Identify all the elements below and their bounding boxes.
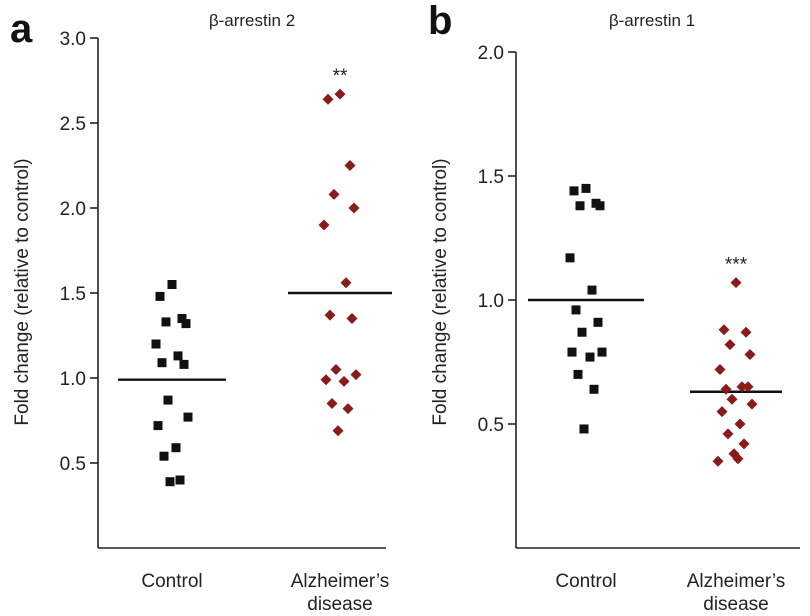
panel-b-point-control: [581, 183, 591, 193]
panel-b-point-alzheimers: [744, 349, 756, 361]
panel-b-point-control: [593, 317, 603, 327]
panel-a-point-control: [181, 319, 191, 329]
panel-b-point-alzheimers: [740, 326, 752, 338]
panel-b-letter: b: [428, 0, 452, 43]
panel-b-significance-label: ***: [725, 255, 748, 276]
panel-b-point-alzheimers: [712, 455, 724, 467]
panel-b-point-control: [575, 201, 585, 211]
panel-a-point-control: [167, 280, 177, 289]
panel-a-point-alzheimers: [346, 313, 358, 324]
panel-a-significance-label: **: [333, 66, 348, 87]
panel-a-letter: a: [10, 7, 33, 51]
panel-b-point-alzheimers: [716, 406, 728, 418]
panel-a-y-tick-label: 1.0: [60, 369, 86, 390]
panel-a-point-alzheimers: [348, 202, 360, 214]
panel-b-category-alzheimers-line2: disease: [703, 594, 769, 615]
panel-a-point-control: [159, 451, 169, 461]
panel-a-point-control: [163, 395, 173, 405]
panel-a-axes: 0.5 1.0 1.5 2.0 2.5 3.0: [60, 29, 386, 549]
panel-b-point-alzheimers: [742, 381, 754, 393]
panel-b-point-control: [589, 384, 599, 394]
panel-b-point-control: [585, 352, 595, 362]
panel-a-point-control: [183, 412, 193, 422]
panel-a-point-alzheimers: [340, 277, 352, 289]
panel-a-point-control: [153, 421, 163, 431]
panel-b-point-control: [573, 369, 583, 379]
panel-b-point-control: [571, 305, 581, 315]
panel-a-point-alzheimers: [318, 219, 330, 231]
panel-a-point-control: [179, 359, 189, 369]
panel-a-point-control: [161, 317, 171, 327]
panel-b-title: β-arrestin 1: [609, 11, 695, 30]
panel-a-point-control: [171, 443, 181, 453]
panel-a-point-control: [175, 475, 185, 485]
panel-a-point-control: [157, 358, 167, 368]
panel-b-point-alzheimers: [738, 438, 750, 450]
panel-b-point-alzheimers: [734, 418, 746, 430]
panel-b-point-control: [565, 253, 575, 263]
panel-b-point-alzheimers: [722, 428, 734, 440]
panel-a-y-tick-label: 3.0: [60, 29, 86, 50]
panel-a-y-tick-label: 2.5: [60, 114, 86, 135]
panel-a-point-control: [177, 314, 187, 323]
panel-a-category-alzheimers-line1: Alzheimer’s: [291, 571, 390, 592]
panel-b-point-control: [579, 424, 589, 434]
panel-b-point-alzheimers: [724, 339, 736, 351]
panel-b-y-tick-label: 0.5: [478, 415, 504, 436]
panel-a-point-control: [165, 477, 175, 487]
panel-a-point-alzheimers: [328, 188, 340, 200]
panel-b-point-alzheimers: [736, 381, 748, 393]
panel-a-point-alzheimers: [342, 403, 354, 415]
panel-b-y-tick-label: 2.0: [478, 43, 504, 64]
panel-a: a β-arrestin 2 Fold change (relative to …: [10, 7, 392, 615]
panel-a-y-axis-label: Fold change (relative to control): [12, 158, 33, 425]
panel-a-point-alzheimers: [350, 369, 362, 381]
panel-b-category-control: Control: [555, 571, 616, 592]
panel-b-point-control: [567, 347, 577, 357]
panel-a-point-alzheimers: [322, 93, 334, 105]
panel-a-point-control: [155, 291, 165, 301]
panel-a-point-alzheimers: [334, 88, 346, 100]
panel-b-point-control: [569, 186, 579, 196]
panel-b-point-alzheimers: [720, 383, 732, 395]
panel-a-point-alzheimers: [338, 375, 350, 387]
panel-b-point-control: [595, 201, 605, 211]
panel-b-point-control: [587, 285, 597, 295]
panel-b-axes: 0.5 1.0 1.5 2.0: [478, 43, 800, 549]
panel-b-point-alzheimers: [726, 393, 738, 405]
panel-b-y-tick-label: 1.5: [478, 167, 504, 188]
panel-a-point-alzheimers: [326, 398, 338, 409]
panel-a-point-alzheimers: [320, 374, 332, 386]
panel-b-y-axis-label: Fold change (relative to control): [430, 158, 451, 425]
panel-b-point-alzheimers: [732, 453, 744, 465]
panel-b-point-control: [577, 327, 587, 337]
panel-a-marks: **: [118, 66, 392, 487]
panel-b-y-tick-label: 1.0: [478, 291, 504, 312]
panel-a-point-alzheimers: [344, 160, 356, 171]
panel-b-category-alzheimers-line1: Alzheimer’s: [687, 571, 786, 592]
panel-a-y-tick-label: 2.0: [60, 199, 86, 220]
panel-b: b β-arrestin 1 Fold change (relative to …: [428, 0, 800, 615]
panel-b-point-alzheimers: [746, 398, 758, 410]
panel-a-point-control: [173, 351, 183, 361]
panel-a-point-alzheimers: [324, 309, 336, 321]
panel-b-point-alzheimers: [718, 324, 730, 336]
panel-b-marks: ***: [528, 183, 782, 467]
panel-a-point-alzheimers: [332, 425, 344, 437]
panel-a-category-control: Control: [141, 571, 202, 592]
panel-a-point-alzheimers: [330, 364, 342, 375]
panel-b-point-alzheimers: [730, 277, 742, 289]
panel-a-category-alzheimers-line2: disease: [307, 594, 373, 615]
panel-b-point-alzheimers: [714, 363, 726, 375]
panel-a-y-tick-label: 1.5: [60, 284, 86, 305]
panel-a-y-tick-label: 0.5: [60, 454, 86, 475]
panel-a-point-control: [151, 339, 161, 349]
panel-a-title: β-arrestin 2: [209, 11, 295, 30]
panel-b-point-control: [597, 347, 607, 357]
